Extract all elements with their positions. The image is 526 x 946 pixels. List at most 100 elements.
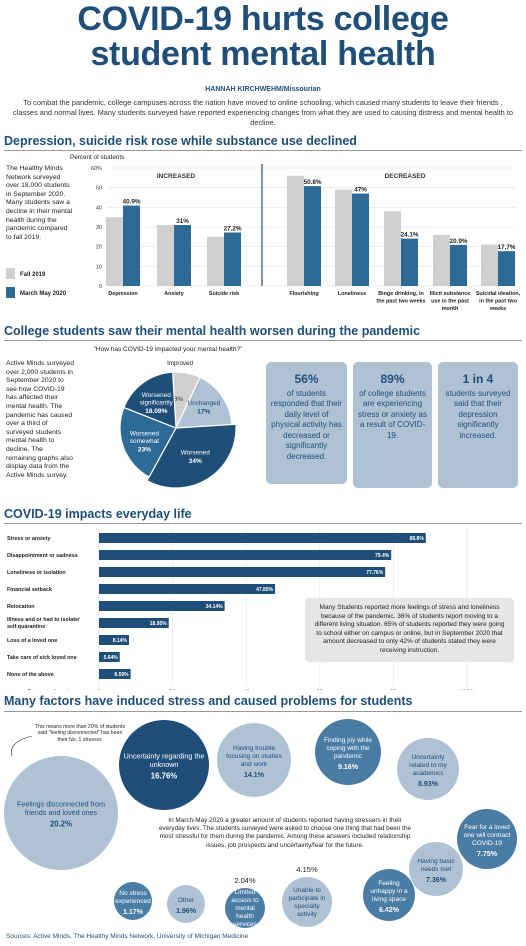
bar-data-label: 40.9% — [123, 199, 141, 206]
x-category-label: Flourishing — [289, 291, 318, 297]
stressor-bubble — [167, 885, 205, 923]
annotation-arrow — [11, 735, 33, 757]
y-tick-label: 20 — [96, 245, 102, 251]
y-tick-label: 10 — [96, 264, 102, 270]
stressor-bubble — [4, 756, 118, 870]
section3-heading: COVID-19 impacts everyday life — [4, 507, 192, 521]
y-tick-label: 50 — [96, 186, 102, 192]
section3-divider — [4, 523, 522, 524]
x-category-label: Suicidal ideation, in the past two weeks — [476, 291, 521, 312]
pie-slice-label: Worsened significantly — [140, 392, 174, 407]
stressor-bubble-value: 1.96% — [176, 907, 197, 915]
stressor-bubble-label: Limited access to mental health services — [231, 889, 259, 928]
x-category-label: Loneliness — [338, 291, 366, 297]
bar-data-label: 24.1% — [401, 232, 419, 239]
legend-swatch-march-may-2020 — [6, 287, 15, 298]
stressor-bubble-value: 14.1% — [244, 771, 265, 779]
sources: Sources: Active Minds, The Healthy Minds… — [6, 933, 249, 940]
pie-slice — [119, 406, 177, 478]
x-category-label: Suicide risk — [209, 291, 239, 297]
section2-heading: College students saw their mental health… — [4, 324, 421, 338]
hbar-data-label: 88.8% — [410, 536, 425, 542]
stressor-bubble — [457, 809, 517, 869]
stat-card-text: of students responded that their daily l… — [270, 388, 343, 461]
section4-divider — [4, 711, 522, 712]
stressor-bubble-label: Having basic needs met — [417, 858, 455, 873]
hbar — [99, 652, 120, 662]
x-tick-label: 100% — [459, 689, 475, 690]
hbar — [99, 550, 392, 560]
hbar-data-label: 5.64% — [104, 655, 119, 661]
hbar-data-label: 8.14% — [113, 638, 128, 644]
stressor-annotation: This means more than 20% of students sai… — [34, 724, 126, 743]
stressor-bubble-value: 7.36% — [426, 876, 447, 884]
pie-slice-value: 17% — [197, 409, 210, 416]
stressor-bubble-label: Feelings disconnected from friends and lo… — [17, 799, 105, 817]
hbar-category-label: None of the above — [7, 672, 54, 678]
stressor-bubble — [119, 720, 209, 810]
y-tick-label: 30 — [96, 225, 102, 231]
stat-card-value: 89% — [380, 372, 405, 386]
section1-divider — [4, 150, 522, 151]
y-tick-label: 60% — [91, 166, 102, 172]
bar-march-may-2020 — [224, 232, 241, 286]
stressor-bubble — [217, 723, 291, 797]
hbar-category-label: Loneliness or isolation — [7, 570, 66, 576]
bar-fall-2019 — [481, 244, 498, 286]
stressor-bubble-value: 16.76% — [151, 772, 178, 781]
pie-slice-value: 8% — [174, 396, 184, 403]
stressor-bubble-value: 9.16% — [338, 763, 359, 771]
legend-label-fall-2019: Fall 2019 — [20, 272, 46, 278]
bar-data-label: 27.2% — [224, 226, 242, 233]
x-category-label: Anxiety — [164, 291, 183, 297]
hbar — [99, 635, 129, 645]
page-title: COVID-19 hurts college student mental he… — [0, 2, 526, 72]
stressor-bubble-value: 7.75% — [477, 850, 498, 858]
x-axis-label: Percent of students — [27, 689, 80, 690]
section1-heading: Depression, suicide risk rose while subs… — [4, 134, 357, 148]
hbar-category-label: Financial setback — [7, 587, 52, 593]
stressor-bubble-label: Uncertainty related to my academics — [409, 754, 447, 777]
stressor-bubble — [282, 877, 332, 927]
title-line-2: student mental health — [90, 35, 436, 73]
stressor-bubble — [225, 888, 265, 928]
stressor-bubble-label: Fear for a loved one will contract COVID-1… — [464, 824, 511, 847]
pie-slice-label: Worsened — [181, 449, 210, 456]
bar-fall-2019 — [335, 189, 352, 286]
bar-march-may-2020 — [174, 225, 191, 286]
section2-divider — [4, 340, 522, 341]
pie-slice — [123, 371, 177, 429]
bar-fall-2019 — [384, 211, 401, 286]
legend-label-march-may-2020: March May 2020 — [20, 291, 67, 297]
stat-card-value: 56% — [294, 372, 319, 386]
stressor-bubble — [409, 842, 463, 896]
bar-data-label: 31% — [176, 218, 189, 225]
stat-card-text: students surveyed said that their depres… — [445, 388, 511, 440]
stressor-center-text: In March-May 2020 a greater amount of st… — [158, 817, 412, 849]
x-tick-label: 0 — [97, 689, 101, 690]
hbar-data-label: 47.85% — [256, 587, 274, 593]
stressor-bubble — [114, 882, 152, 920]
legend-swatch-fall-2019 — [6, 268, 15, 279]
stressor-bubble-value: 6.42% — [379, 906, 400, 914]
stressor-bubble — [363, 869, 415, 921]
bar-data-label: 47% — [354, 187, 367, 194]
x-tick-label: 40 — [243, 689, 250, 690]
pie-slice-label: Unchanged — [187, 400, 220, 407]
x-category-label: Illicit substance use in the past month — [430, 291, 470, 312]
pie-slice — [175, 376, 233, 429]
x-category-label: Depression — [108, 291, 137, 297]
mental-health-impact-pie-chart: "How has COVID-19 impacted your mental h… — [94, 346, 243, 489]
bar-data-label: 17.7% — [498, 244, 516, 251]
y-axis-label: Percent of students — [70, 154, 124, 161]
bar-march-may-2020 — [352, 193, 369, 286]
stressor-bubble — [315, 719, 381, 785]
stressor-bubble-label: Uncertainty regarding the unknown — [124, 751, 205, 769]
mental-health-change-bar-chart: Percent of students 0 10 20 30 40 50 60% INCREAS… — [70, 154, 521, 312]
bar-fall-2019 — [157, 225, 174, 286]
hbar — [99, 584, 276, 594]
stressor-bubble-value: 2.04% — [234, 876, 256, 885]
hbar-category-label: Illness and or had to isolate/self quara… — [7, 617, 80, 630]
hbar — [99, 618, 169, 628]
hbar-data-label: 79.4% — [375, 553, 390, 559]
